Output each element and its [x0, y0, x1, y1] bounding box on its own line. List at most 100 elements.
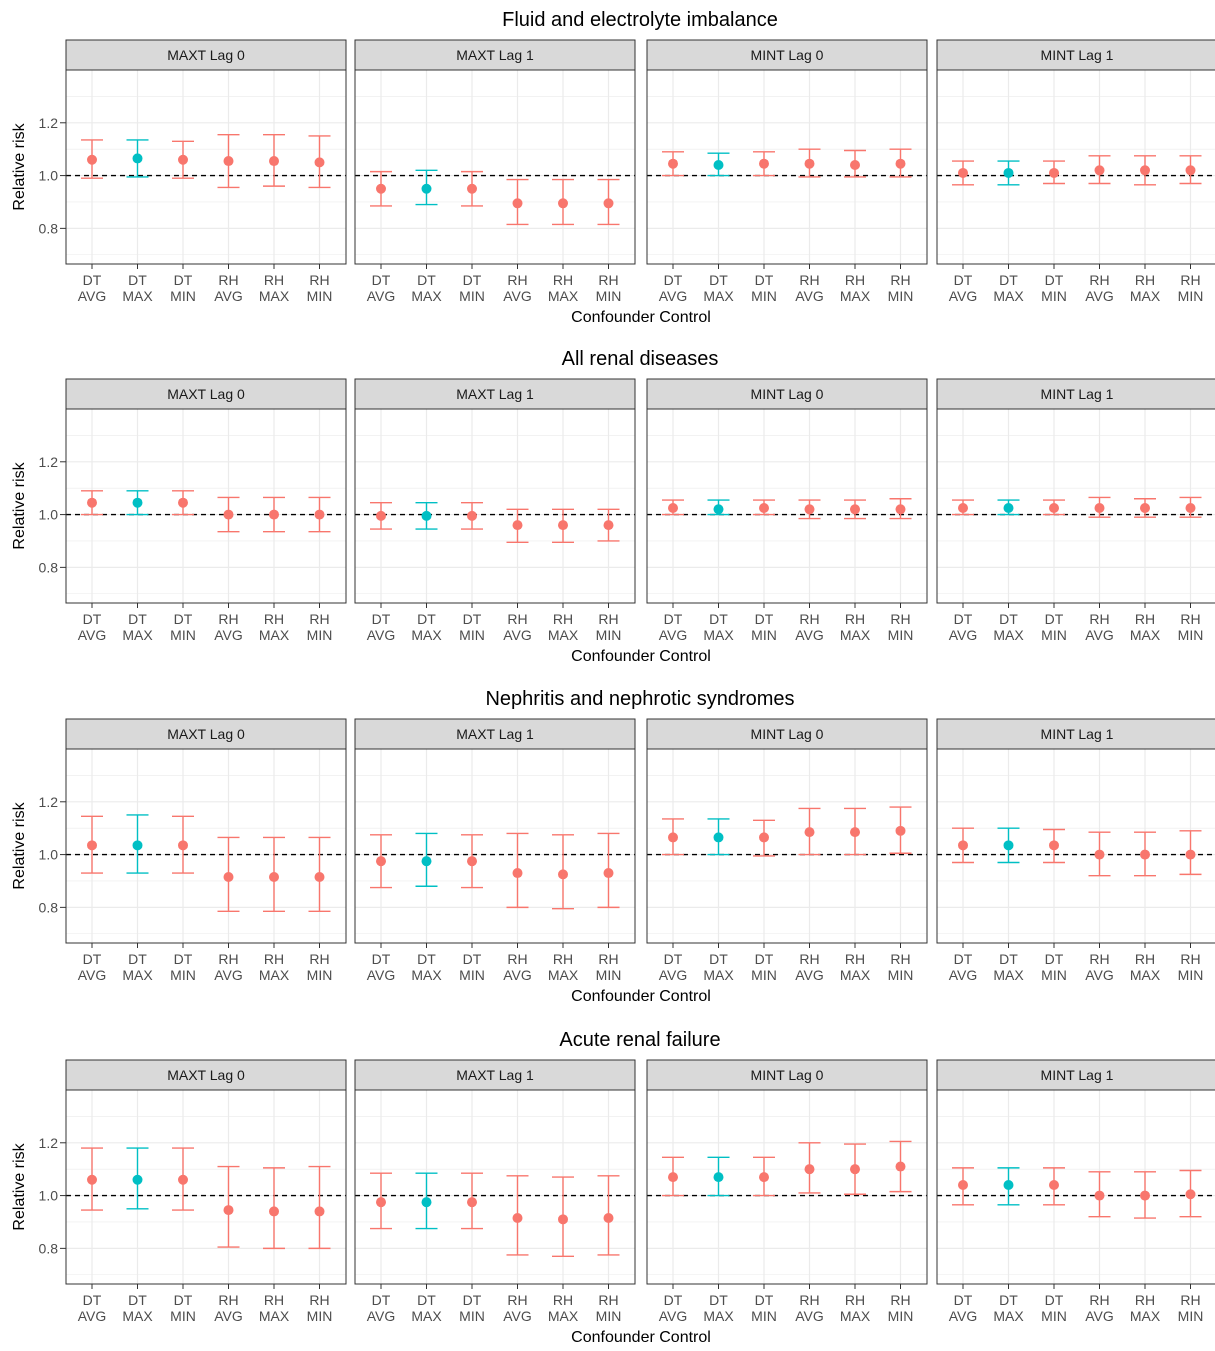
x-tick-label: MIN [596, 288, 622, 304]
x-tick-label: MIN [459, 967, 485, 983]
x-tick-label: DT [417, 951, 436, 967]
x-tick-label: DT [664, 1292, 683, 1308]
point-estimate [895, 825, 906, 836]
x-tick-label: DT [372, 611, 391, 627]
x-tick-label: AVG [795, 627, 824, 643]
x-tick-label: DT [83, 272, 102, 288]
point-estimate [512, 868, 523, 879]
x-tick-label: AVG [367, 627, 396, 643]
x-tick-label: RH [1135, 951, 1155, 967]
x-tick-label: DT [954, 951, 973, 967]
panel-background [355, 70, 635, 264]
x-tick-label: MAX [259, 967, 290, 983]
x-tick-label: DT [417, 272, 436, 288]
x-tick-label: MAX [122, 967, 153, 983]
x-tick-label: RH [845, 611, 865, 627]
point-estimate [603, 198, 614, 209]
point-estimate [558, 520, 568, 531]
point-estimate [314, 509, 325, 520]
x-tick-label: MAX [1130, 1308, 1161, 1324]
facet-strip-label: MAXT Lag 1 [456, 1067, 534, 1083]
x-tick-label: MIN [1041, 1308, 1067, 1324]
facet-strip [354, 718, 636, 750]
x-tick-label: RH [1089, 951, 1109, 967]
point-estimate [87, 1174, 97, 1185]
facet-strip-label: MAXT Lag 1 [456, 47, 534, 63]
x-tick-label: RH [799, 951, 819, 967]
x-tick-label: MIN [307, 1308, 333, 1324]
point-estimate [558, 869, 568, 880]
y-tick-label: 0.8 [39, 899, 59, 915]
x-tick-label: AVG [1085, 967, 1114, 983]
x-tick-label: AVG [795, 288, 824, 304]
x-tick-label: RH [845, 1292, 865, 1308]
x-tick-label: MAX [548, 1308, 579, 1324]
x-tick-label: RH [264, 1292, 284, 1308]
point-estimate [223, 1205, 234, 1216]
point-estimate [958, 167, 968, 178]
x-tick-label: MAX [840, 627, 871, 643]
x-tick-label: RH [890, 1292, 910, 1308]
y-axis-label: Relative risk [11, 461, 28, 549]
point-estimate [558, 198, 568, 209]
x-axis-label: Confounder Control [571, 1329, 711, 1346]
x-tick-label: RH [264, 611, 284, 627]
x-tick-label: DT [664, 272, 683, 288]
panel-background [355, 749, 635, 943]
facet-row-title: Acute renal failure [559, 1029, 720, 1051]
point-estimate [269, 509, 279, 520]
x-tick-label: MAX [259, 1308, 290, 1324]
panel-border [936, 1089, 1215, 1285]
facet-strip-label: MINT Lag 1 [1041, 1067, 1114, 1083]
x-tick-label: RH [845, 272, 865, 288]
x-tick-label: RH [309, 272, 329, 288]
x-tick-label: RH [553, 272, 573, 288]
x-tick-label: DT [709, 1292, 728, 1308]
point-estimate [895, 504, 906, 515]
x-tick-label: DT [417, 611, 436, 627]
y-tick-label: 0.8 [39, 1240, 59, 1256]
x-tick-label: RH [1180, 272, 1200, 288]
point-estimate [759, 832, 769, 843]
panel-border [646, 748, 928, 944]
y-tick-label: 1.0 [39, 168, 59, 184]
x-tick-label: DT [1045, 951, 1064, 967]
x-tick-label: MAX [1130, 288, 1161, 304]
facet-row-title: Fluid and electrolyte imbalance [502, 9, 778, 31]
facet-strip-label: MINT Lag 0 [751, 1067, 824, 1083]
x-tick-label: RH [218, 272, 238, 288]
point-estimate [421, 856, 432, 867]
facet-row-4: Acute renal failure Relative risk 0.8 1.0 1.… [11, 1029, 1215, 1346]
point-estimate [223, 156, 234, 167]
x-tick-label: AVG [949, 288, 978, 304]
facet-strip-label: MAXT Lag 0 [167, 386, 245, 402]
facet-strip-label: MAXT Lag 0 [167, 726, 245, 742]
facet-strip [646, 718, 928, 750]
x-tick-label: DT [174, 611, 193, 627]
x-tick-label: AVG [78, 967, 107, 983]
x-axis-label: Confounder Control [571, 988, 711, 1005]
x-tick-label: MIN [459, 1308, 485, 1324]
x-tick-label: AVG [1085, 1308, 1114, 1324]
x-tick-label: MAX [993, 288, 1024, 304]
facet-strip-label: MINT Lag 0 [751, 726, 824, 742]
panel-border [65, 748, 347, 944]
x-tick-label: DT [417, 1292, 436, 1308]
y-tick-label: 1.2 [39, 794, 59, 810]
panel-background [647, 1090, 927, 1284]
x-tick-label: RH [1089, 272, 1109, 288]
x-tick-label: DT [954, 272, 973, 288]
x-tick-label: RH [1180, 1292, 1200, 1308]
panel-background [647, 749, 927, 943]
x-axis-label: Confounder Control [571, 309, 711, 326]
point-estimate [314, 157, 325, 168]
y-axis-label: Relative risk [11, 122, 28, 210]
x-tick-label: RH [218, 1292, 238, 1308]
x-tick-label: RH [507, 272, 527, 288]
panel-background [355, 409, 635, 603]
x-tick-label: MIN [170, 1308, 196, 1324]
x-tick-label: RH [264, 951, 284, 967]
x-tick-label: RH [264, 272, 284, 288]
x-tick-label: RH [553, 951, 573, 967]
